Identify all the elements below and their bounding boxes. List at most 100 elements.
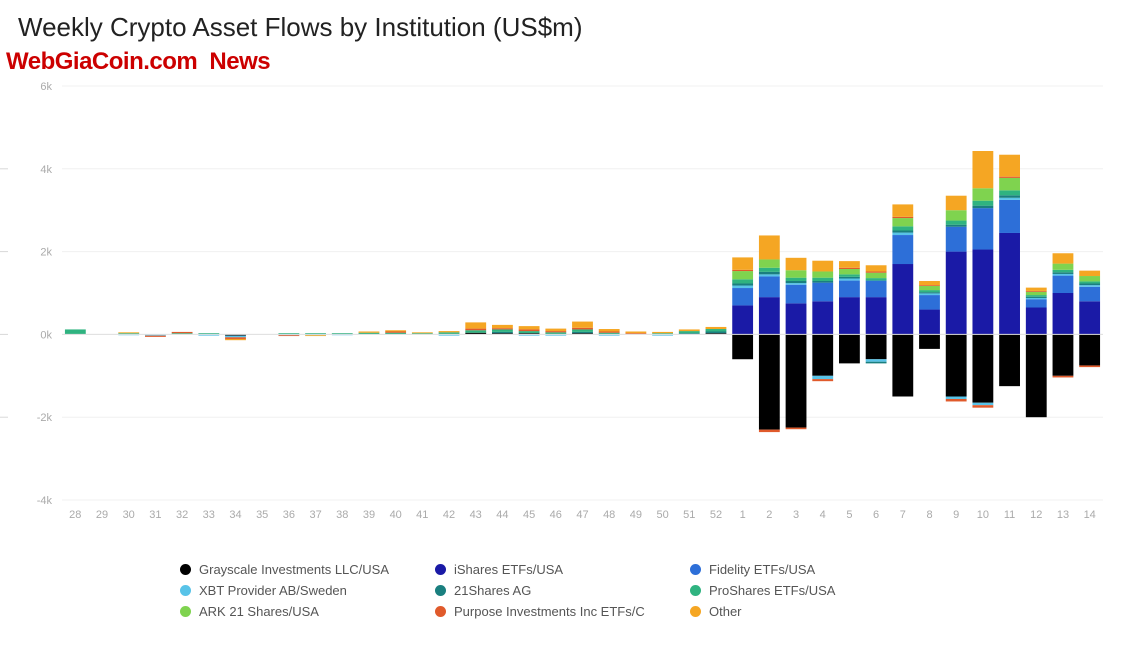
bar-segment-purpose bbox=[759, 430, 780, 432]
bar-segment-proshares bbox=[946, 221, 967, 225]
bar-segment-fidelity bbox=[972, 208, 993, 249]
x-tick-label: 37 bbox=[309, 509, 321, 521]
x-tick-label: 36 bbox=[283, 509, 295, 521]
x-tick-label: 46 bbox=[550, 509, 562, 521]
x-tick-label: 4 bbox=[820, 509, 826, 521]
bar-segment-other bbox=[839, 261, 860, 268]
bar-segment-other bbox=[786, 258, 807, 270]
bar-segment-purpose bbox=[1079, 365, 1100, 367]
legend-item-xbt[interactable]: XBT Provider AB/Sweden bbox=[180, 583, 435, 598]
x-tick-label: 52 bbox=[710, 509, 722, 521]
bar-segment-ishares bbox=[1053, 293, 1074, 334]
bar-segment-fidelity bbox=[1053, 276, 1074, 293]
bar-segment-xbt bbox=[225, 336, 246, 338]
x-tick-label: 12 bbox=[1030, 509, 1042, 521]
bar-segment-ishares bbox=[892, 264, 913, 334]
legend-item-ark[interactable]: ARK 21 Shares/USA bbox=[180, 604, 435, 619]
x-tick-label: 2 bbox=[766, 509, 772, 521]
x-tick-label: 29 bbox=[96, 509, 108, 521]
bar-segment-other bbox=[359, 332, 380, 333]
bar-segment-ishares bbox=[786, 303, 807, 334]
bar-segment-fidelity bbox=[839, 281, 860, 298]
bar-segment-grayscale bbox=[812, 334, 833, 375]
legend-swatch bbox=[690, 564, 701, 575]
bar-segment-ishares bbox=[839, 297, 860, 334]
bar-segment-proshares bbox=[972, 201, 993, 206]
legend-item-ishares[interactable]: iShares ETFs/USA bbox=[435, 562, 690, 577]
legend-item-s21[interactable]: 21Shares AG bbox=[435, 583, 690, 598]
bar-segment-fidelity bbox=[1079, 287, 1100, 301]
bar-segment-grayscale bbox=[1026, 334, 1047, 417]
bar-segment-proshares bbox=[1053, 270, 1074, 272]
bar-segment-purpose bbox=[1053, 376, 1074, 378]
y-tick-label: -4k bbox=[37, 495, 53, 507]
y-tick-label: 4k bbox=[40, 164, 52, 176]
bar-segment-ark bbox=[972, 188, 993, 200]
bar-segment-other bbox=[999, 155, 1020, 177]
bar-segment-grayscale bbox=[999, 334, 1020, 386]
bar-segment-ishares bbox=[1026, 307, 1047, 334]
bar-segment-s21 bbox=[759, 272, 780, 274]
bar-segment-fidelity bbox=[759, 276, 780, 297]
bar-segment-proshares bbox=[759, 268, 780, 272]
watermark: WebGiaCoin.com News bbox=[6, 48, 270, 76]
bar-segment-other bbox=[892, 204, 913, 216]
bar-segment-purpose bbox=[385, 332, 406, 333]
bar-segment-other bbox=[706, 327, 727, 329]
watermark-part2: News bbox=[209, 48, 270, 75]
legend-item-purpose[interactable]: Purpose Investments Inc ETFs/C bbox=[435, 604, 690, 619]
legend-item-fidelity[interactable]: Fidelity ETFs/USA bbox=[690, 562, 945, 577]
bar-segment-proshares bbox=[732, 279, 753, 283]
bar-segment-fidelity bbox=[946, 227, 967, 252]
bar-segment-proshares bbox=[679, 331, 700, 333]
bar-segment-other bbox=[439, 331, 460, 332]
bar-segment-xbt bbox=[866, 359, 887, 361]
legend-swatch bbox=[435, 585, 446, 596]
bar-segment-xbt bbox=[972, 403, 993, 405]
bar-segment-s21 bbox=[786, 281, 807, 283]
legend-swatch bbox=[180, 606, 191, 617]
legend-item-other[interactable]: Other bbox=[690, 604, 945, 619]
x-tick-label: 31 bbox=[149, 509, 161, 521]
bar-segment-ark bbox=[839, 269, 860, 274]
bar-segment-other bbox=[492, 325, 513, 328]
bar-segment-fidelity bbox=[1026, 299, 1047, 307]
bar-segment-grayscale bbox=[946, 334, 967, 396]
legend-item-grayscale[interactable]: Grayscale Investments LLC/USA bbox=[180, 562, 435, 577]
x-tick-label: 33 bbox=[203, 509, 215, 521]
x-tick-label: 3 bbox=[793, 509, 799, 521]
bar-segment-xbt bbox=[892, 233, 913, 235]
bar-segment-other bbox=[545, 329, 566, 331]
bar-segment-ark bbox=[919, 286, 940, 290]
bar-segment-purpose bbox=[172, 332, 193, 333]
bar-segment-s21 bbox=[839, 277, 860, 279]
bar-segment-s21 bbox=[572, 332, 593, 333]
bar-segment-purpose bbox=[786, 428, 807, 430]
x-tick-label: 10 bbox=[977, 509, 989, 521]
bar-segment-fidelity bbox=[786, 285, 807, 304]
bar-segment-purpose bbox=[225, 337, 246, 339]
bar-segment-xbt bbox=[839, 279, 860, 281]
x-tick-label: 9 bbox=[953, 509, 959, 521]
legend-label: Purpose Investments Inc ETFs/C bbox=[454, 604, 645, 619]
x-axis-labels: 2829303132333435363738394041424344454647… bbox=[69, 509, 1096, 521]
x-tick-label: 51 bbox=[683, 509, 695, 521]
bars bbox=[65, 151, 1100, 432]
stacked-bar-chart: -4k-2k0k2k4k6k28293031323334353637383940… bbox=[0, 80, 1123, 555]
bar-segment-other bbox=[866, 265, 887, 271]
bar-segment-proshares bbox=[786, 278, 807, 281]
bar-segment-ishares bbox=[946, 252, 967, 335]
bar-segment-other bbox=[305, 335, 326, 336]
bar-segment-grayscale bbox=[972, 334, 993, 402]
bar-segment-purpose bbox=[492, 328, 513, 329]
bar-segment-other bbox=[519, 326, 540, 329]
bar-segment-proshares bbox=[866, 278, 887, 280]
bar-segment-grayscale bbox=[919, 334, 940, 348]
bar-segment-other bbox=[812, 261, 833, 272]
chart-area: -4k-2k0k2k4k6k28293031323334353637383940… bbox=[0, 80, 1123, 555]
bar-segment-xbt bbox=[786, 283, 807, 285]
bar-segment-proshares bbox=[1079, 281, 1100, 283]
legend-item-proshares[interactable]: ProShares ETFs/USA bbox=[690, 583, 945, 598]
bar-segment-ishares bbox=[812, 301, 833, 334]
bar-segment-xbt bbox=[919, 293, 940, 295]
